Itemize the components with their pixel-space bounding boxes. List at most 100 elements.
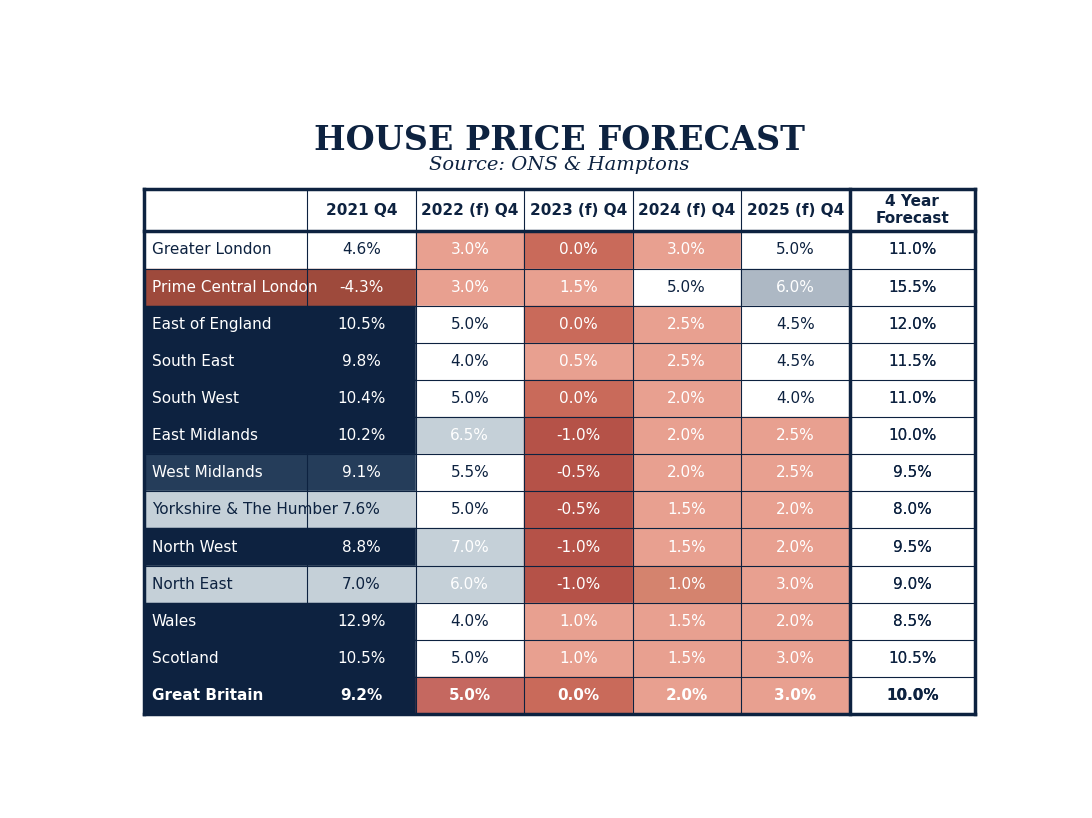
Text: HOUSE PRICE FORECAST: HOUSE PRICE FORECAST xyxy=(314,124,805,156)
Text: 2.5%: 2.5% xyxy=(667,354,707,369)
Text: -0.5%: -0.5% xyxy=(556,465,601,480)
Text: 8.5%: 8.5% xyxy=(893,614,931,629)
Bar xyxy=(850,343,975,380)
Bar xyxy=(144,268,307,306)
Text: 5.0%: 5.0% xyxy=(450,651,489,666)
Text: 10.5%: 10.5% xyxy=(337,651,385,666)
Text: 4 Year
Forecast: 4 Year Forecast xyxy=(876,194,949,227)
Text: East Midlands: East Midlands xyxy=(152,428,258,443)
Bar xyxy=(524,565,632,603)
Text: 7.6%: 7.6% xyxy=(342,502,381,518)
Text: 3.0%: 3.0% xyxy=(774,688,817,703)
Bar xyxy=(144,454,307,492)
Text: West Midlands: West Midlands xyxy=(152,465,263,480)
Text: 2023 (f) Q4: 2023 (f) Q4 xyxy=(530,203,627,218)
Bar xyxy=(415,603,524,640)
Text: 1.0%: 1.0% xyxy=(667,577,707,591)
Text: 10.0%: 10.0% xyxy=(888,428,937,443)
Bar xyxy=(850,528,975,565)
Bar xyxy=(850,492,975,528)
Text: 6.5%: 6.5% xyxy=(450,428,489,443)
Bar xyxy=(741,492,850,528)
Bar xyxy=(632,492,741,528)
Bar xyxy=(307,380,415,417)
Bar xyxy=(415,268,524,306)
Bar xyxy=(307,528,415,565)
Text: 11.0%: 11.0% xyxy=(888,242,937,258)
Text: 3.0%: 3.0% xyxy=(667,242,707,258)
Bar xyxy=(307,343,415,380)
Text: 6.0%: 6.0% xyxy=(450,577,489,591)
Bar xyxy=(415,417,524,454)
Bar xyxy=(850,268,975,306)
Bar xyxy=(415,231,524,268)
Text: 0.0%: 0.0% xyxy=(557,688,600,703)
Bar xyxy=(144,189,975,231)
Text: 2.0%: 2.0% xyxy=(776,540,815,555)
Text: 12.0%: 12.0% xyxy=(888,317,937,332)
Bar xyxy=(307,306,415,343)
Bar xyxy=(850,677,975,714)
Bar xyxy=(524,603,632,640)
Text: 2021 Q4: 2021 Q4 xyxy=(325,203,397,218)
Text: 2.0%: 2.0% xyxy=(667,391,707,406)
Text: 9.5%: 9.5% xyxy=(893,540,931,555)
Text: 10.5%: 10.5% xyxy=(888,651,937,666)
Text: 4.5%: 4.5% xyxy=(776,317,815,332)
Text: 2.5%: 2.5% xyxy=(776,428,815,443)
Text: 4.0%: 4.0% xyxy=(450,614,489,629)
Bar xyxy=(850,454,975,492)
Text: 5.0%: 5.0% xyxy=(449,688,490,703)
Text: 11.5%: 11.5% xyxy=(888,354,937,369)
Bar xyxy=(741,528,850,565)
Text: 7.0%: 7.0% xyxy=(342,577,381,591)
Text: 2024 (f) Q4: 2024 (f) Q4 xyxy=(638,203,735,218)
Bar xyxy=(415,528,524,565)
Bar xyxy=(307,603,415,640)
Text: 3.0%: 3.0% xyxy=(450,242,489,258)
Bar xyxy=(741,640,850,677)
Bar xyxy=(307,231,415,268)
Bar xyxy=(850,417,975,454)
Text: 4.0%: 4.0% xyxy=(450,354,489,369)
Text: 2.0%: 2.0% xyxy=(667,428,707,443)
Bar xyxy=(632,677,741,714)
Text: 1.5%: 1.5% xyxy=(667,540,707,555)
Bar xyxy=(524,306,632,343)
Bar xyxy=(850,603,975,640)
Text: 3.0%: 3.0% xyxy=(450,280,489,294)
Text: 4.5%: 4.5% xyxy=(776,354,815,369)
Text: Wales: Wales xyxy=(152,614,198,629)
Bar xyxy=(415,306,524,343)
Bar xyxy=(307,677,415,714)
Bar xyxy=(741,343,850,380)
Text: 5.0%: 5.0% xyxy=(450,502,489,518)
Bar xyxy=(741,603,850,640)
Text: 9.2%: 9.2% xyxy=(340,688,382,703)
Text: 11.0%: 11.0% xyxy=(888,391,937,406)
Bar xyxy=(524,454,632,492)
Bar xyxy=(632,380,741,417)
Bar xyxy=(850,380,975,417)
Bar xyxy=(850,528,975,565)
Text: 0.0%: 0.0% xyxy=(559,242,597,258)
Bar xyxy=(524,268,632,306)
Bar xyxy=(850,231,975,268)
Text: -1.0%: -1.0% xyxy=(556,540,601,555)
Bar xyxy=(144,677,307,714)
Text: 2.0%: 2.0% xyxy=(666,688,708,703)
Bar xyxy=(632,231,741,268)
Text: 11.5%: 11.5% xyxy=(888,354,937,369)
Text: 2.5%: 2.5% xyxy=(667,317,707,332)
Text: Prime Central London: Prime Central London xyxy=(152,280,318,294)
Text: 0.5%: 0.5% xyxy=(559,354,597,369)
Text: 2.5%: 2.5% xyxy=(776,465,815,480)
Bar xyxy=(307,454,415,492)
Text: 10.5%: 10.5% xyxy=(337,317,385,332)
Bar xyxy=(307,417,415,454)
Text: 8.5%: 8.5% xyxy=(893,614,931,629)
Bar xyxy=(307,268,415,306)
Bar xyxy=(144,492,307,528)
Bar xyxy=(524,528,632,565)
Bar xyxy=(741,565,850,603)
